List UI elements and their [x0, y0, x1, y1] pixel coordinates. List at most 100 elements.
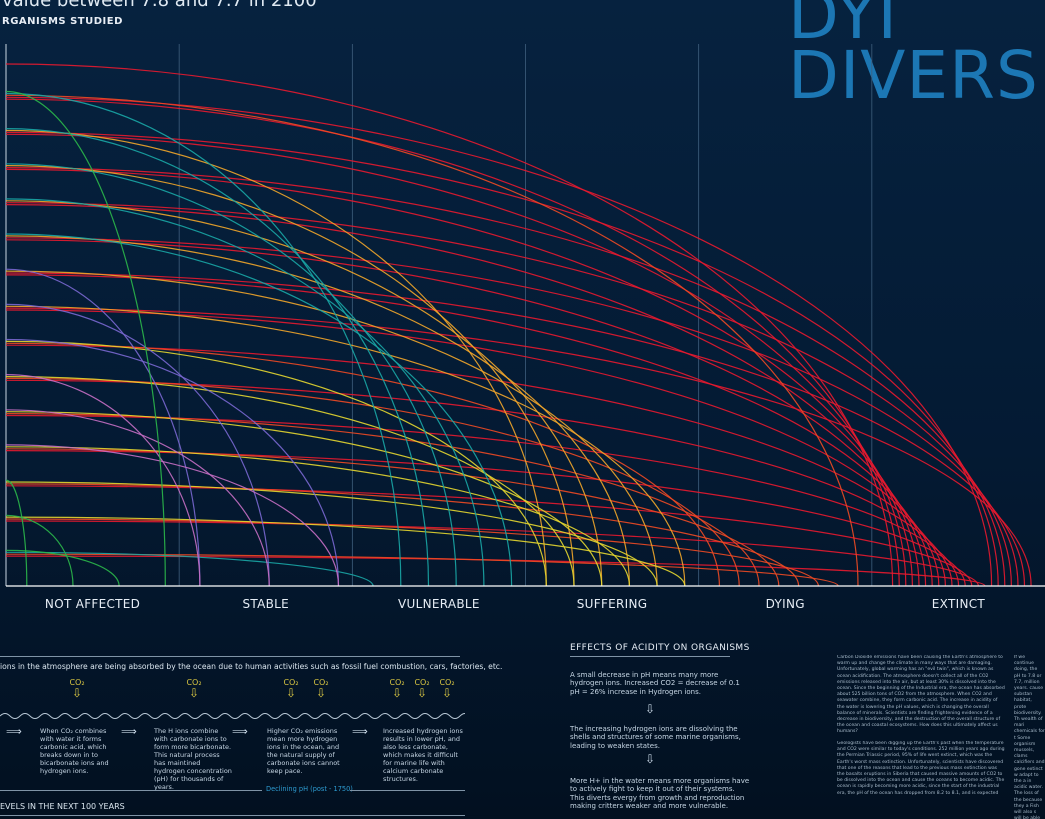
effects-rule: [570, 656, 730, 657]
organism-curve: [5, 555, 986, 587]
arrow-right-icon: ⟹: [6, 725, 22, 738]
organism-curve: [5, 272, 1026, 587]
organism-curve: [5, 239, 927, 587]
organism-curve: [5, 374, 201, 587]
title-line-2: DIVERS: [788, 37, 1039, 107]
organism-curve: [5, 268, 201, 587]
co2-marker-4: CO₂ ⇩: [311, 678, 331, 699]
body-text-col1-a: Carbon Dioxide emissions have been causi…: [837, 655, 1005, 735]
co2-marker-7: CO₂ ⇩: [437, 678, 457, 699]
organism-curve: [5, 479, 28, 587]
organism-curve: [5, 63, 894, 587]
body-text-col1-b: Geologists have been digging up the Eart…: [837, 741, 1005, 796]
effects-paragraph-3: More H+ in the water means more organism…: [570, 777, 750, 811]
effects-paragraph-2: The increasing hydrogen ions are dissolv…: [570, 725, 741, 750]
declining-rule-right: [350, 790, 465, 791]
organism-curve: [5, 128, 430, 587]
organism-curve: [5, 94, 859, 587]
category-label: EXTINCT: [931, 597, 986, 611]
declining-rule-left: [0, 790, 262, 791]
organism-curve: [5, 446, 630, 587]
down-arrow-icon: ⇩: [645, 702, 656, 716]
co2-label: CO₂: [283, 678, 299, 687]
down-arrow-icon: ⇩: [285, 686, 297, 700]
arrow-right-icon: ⟹: [232, 725, 248, 738]
process-intro-text: ions in the atmosphere are being absorbe…: [0, 662, 503, 671]
organism-curve: [5, 520, 979, 587]
process-step-1: When CO₂ combines with water it forms ca…: [40, 727, 109, 775]
arrow-right-icon: ⟹: [121, 725, 137, 738]
down-arrow-icon: ⇩: [441, 686, 453, 700]
co2-label: CO₂: [69, 678, 85, 687]
category-label: STABLE: [242, 597, 290, 611]
organism-curve: [5, 342, 720, 587]
organism-curve: [5, 307, 1032, 587]
category-label: SUFFERING: [576, 597, 648, 611]
effects-paragraph-1: A small decrease in pH means many more h…: [570, 671, 740, 696]
organism-curve: [5, 303, 270, 587]
section-label-organisms: RGANISMS STUDIED: [2, 16, 123, 27]
organism-curve: [5, 553, 839, 587]
organism-curve: [5, 485, 973, 587]
co2-label: CO₂: [414, 678, 430, 687]
organism-curve: [5, 444, 340, 587]
organism-curve: [5, 309, 940, 587]
co2-label: CO₂: [439, 678, 455, 687]
effects-title: EFFECTS OF ACIDITY ON ORGANISMS: [570, 643, 750, 653]
organism-curve: [5, 518, 819, 587]
process-step-2: The H ions combine with carbonate ions t…: [154, 727, 232, 791]
organism-curve: [5, 551, 374, 587]
organism-curve: [5, 516, 686, 587]
organism-curve: [5, 200, 603, 587]
organism-curve: [5, 376, 575, 587]
organism-curve: [5, 237, 1019, 587]
organism-curve: [5, 165, 575, 587]
organism-curve: [5, 514, 74, 587]
organism-curve: [5, 198, 485, 587]
co2-marker-2: CO₂ ⇩: [184, 678, 204, 699]
section-rule-bottom: [0, 815, 465, 816]
body-text-col2: If we continue doing, the pH to 7.8 or 7…: [1014, 655, 1045, 819]
process-step-3: Higher CO₂ emissions mean more hydrogen …: [267, 727, 340, 775]
co2-label: CO₂: [389, 678, 405, 687]
organism-curves-chart: [5, 44, 1045, 587]
down-arrow-icon: ⇩: [315, 686, 327, 700]
down-arrow-icon: ⇩: [188, 686, 200, 700]
poster-title: DYI DIVERS: [788, 0, 1045, 106]
organism-curve: [5, 344, 946, 587]
organism-curve: [5, 483, 800, 587]
chart-curves: [5, 63, 1032, 587]
organism-curve: [5, 414, 960, 587]
co2-marker-3: CO₂ ⇩: [281, 678, 301, 699]
organism-curve: [5, 377, 740, 587]
co2-marker-1: CO₂ ⇩: [67, 678, 87, 699]
organism-curve: [5, 340, 547, 587]
organism-curve: [5, 409, 270, 587]
section-rule-top: [0, 656, 460, 657]
next-section-heading: EVELS IN THE NEXT 100 YEARS: [0, 802, 125, 811]
arrow-right-icon: ⟹: [352, 725, 368, 738]
organism-curve: [5, 413, 760, 587]
organism-curve: [5, 274, 933, 587]
organism-curve: [5, 90, 166, 587]
organism-curve: [5, 448, 780, 587]
organism-curve: [5, 338, 340, 587]
down-arrow-icon: ⇩: [416, 686, 428, 700]
organism-curve: [5, 235, 630, 587]
organism-curve: [5, 411, 603, 587]
process-step-4: Increased hydrogen ions results in lower…: [383, 727, 463, 783]
category-label: NOT AFFECTED: [44, 597, 141, 611]
wave-line: [0, 713, 465, 719]
down-arrow-icon: ⇩: [71, 686, 83, 700]
title-line-1: DYI: [788, 0, 898, 54]
organism-curve: [5, 92, 402, 587]
category-label: VULNERABLE: [398, 597, 480, 611]
organism-curve: [5, 233, 513, 587]
co2-marker-5: CO₂ ⇩: [387, 678, 407, 699]
organism-curve: [5, 98, 900, 587]
organism-curve: [5, 202, 1012, 587]
declining-ph-label: Declining pH (post - 1750): [266, 785, 353, 793]
category-label: DYING: [765, 597, 805, 611]
organism-curve: [5, 163, 457, 587]
